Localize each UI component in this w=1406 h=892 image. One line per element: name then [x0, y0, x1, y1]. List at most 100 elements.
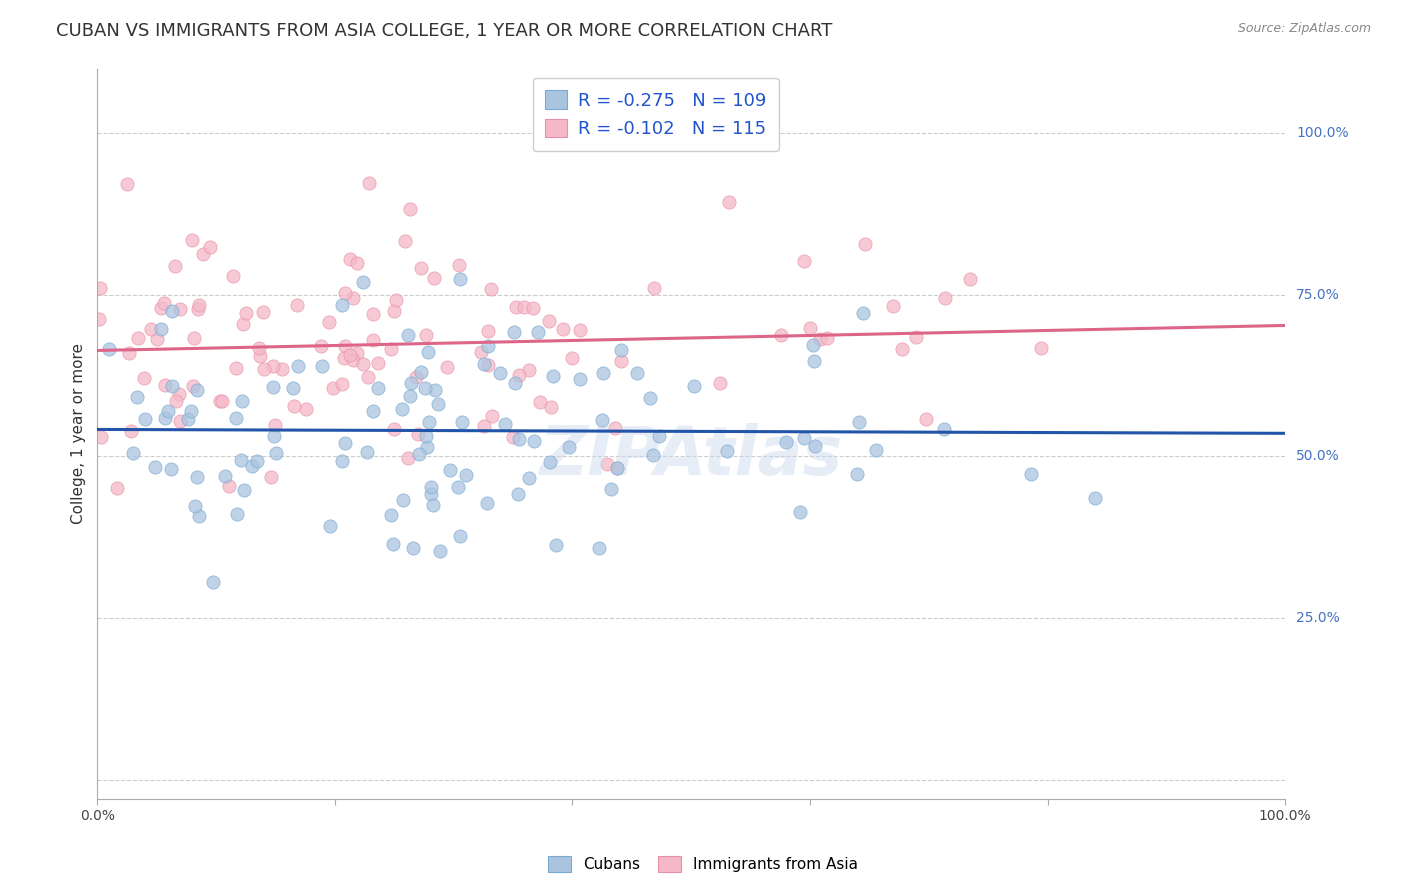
Point — [232, 483, 254, 498]
Point — [153, 296, 176, 310]
Point — [415, 429, 437, 443]
Point — [396, 451, 419, 466]
Point — [527, 325, 550, 339]
Point — [543, 369, 565, 384]
Point — [188, 509, 211, 524]
Point — [399, 202, 422, 216]
Point — [330, 298, 353, 312]
Point — [472, 418, 495, 433]
Point — [449, 529, 471, 543]
Point — [169, 414, 191, 428]
Text: Source: ZipAtlas.com: Source: ZipAtlas.com — [1237, 22, 1371, 36]
Point — [882, 299, 904, 313]
Point — [342, 291, 364, 305]
Point — [477, 324, 499, 338]
Point — [105, 481, 128, 495]
Point — [287, 359, 309, 374]
Point — [352, 357, 374, 371]
Point — [447, 258, 470, 272]
Point — [494, 417, 516, 431]
Point — [382, 303, 405, 318]
Point — [339, 348, 361, 362]
Point — [503, 325, 526, 339]
Point — [153, 377, 176, 392]
Point — [169, 301, 191, 316]
Point — [264, 446, 287, 460]
Point — [1084, 491, 1107, 506]
Point — [591, 413, 613, 427]
Point — [191, 247, 214, 261]
Point — [815, 331, 838, 345]
Point — [264, 417, 287, 432]
Point — [253, 361, 276, 376]
Point — [357, 369, 380, 384]
Point — [160, 378, 183, 392]
Point — [513, 301, 536, 315]
Point — [242, 459, 264, 474]
Point — [399, 389, 422, 403]
Point — [201, 574, 224, 589]
Point — [506, 487, 529, 501]
Point — [229, 453, 252, 467]
Point — [391, 402, 413, 417]
Legend: R = -0.275   N = 109, R = -0.102   N = 115: R = -0.275 N = 109, R = -0.102 N = 115 — [533, 78, 779, 151]
Point — [408, 447, 430, 461]
Text: 100.0%: 100.0% — [1296, 126, 1348, 140]
Point — [211, 394, 233, 409]
Point — [508, 433, 530, 447]
Point — [225, 361, 247, 376]
Point — [436, 360, 458, 375]
Point — [382, 537, 405, 551]
Point — [335, 286, 357, 301]
Point — [342, 353, 364, 368]
Point — [529, 395, 551, 409]
Point — [283, 400, 305, 414]
Point — [451, 415, 474, 429]
Point — [333, 435, 356, 450]
Point — [439, 463, 461, 477]
Legend: Cubans, Immigrants from Asia: Cubans, Immigrants from Asia — [540, 848, 866, 880]
Point — [252, 305, 274, 319]
Point — [508, 368, 530, 383]
Point — [603, 421, 626, 435]
Point — [361, 333, 384, 347]
Point — [804, 439, 827, 453]
Point — [793, 431, 815, 445]
Point — [249, 349, 271, 363]
Point — [186, 470, 208, 484]
Point — [357, 176, 380, 190]
Point — [934, 291, 956, 305]
Point — [225, 507, 247, 521]
Point — [475, 496, 498, 510]
Point — [413, 381, 436, 395]
Point — [263, 428, 285, 442]
Point — [139, 322, 162, 336]
Point — [848, 415, 870, 429]
Point — [176, 412, 198, 426]
Point — [481, 409, 503, 423]
Point — [905, 330, 928, 344]
Point — [89, 281, 111, 295]
Point — [311, 359, 333, 373]
Point — [118, 346, 141, 360]
Point — [682, 378, 704, 392]
Point — [322, 381, 344, 395]
Text: 75.0%: 75.0% — [1296, 288, 1340, 301]
Point — [187, 302, 209, 317]
Point — [479, 282, 502, 296]
Point — [232, 317, 254, 331]
Point — [385, 293, 408, 307]
Point — [396, 328, 419, 343]
Point — [538, 455, 561, 469]
Point — [235, 306, 257, 320]
Point — [626, 366, 648, 380]
Point — [411, 365, 433, 379]
Point — [769, 328, 792, 343]
Point — [165, 259, 187, 273]
Point — [517, 471, 540, 485]
Point — [503, 376, 526, 390]
Point — [180, 404, 202, 418]
Point — [853, 236, 876, 251]
Point — [558, 440, 581, 454]
Point — [346, 345, 368, 359]
